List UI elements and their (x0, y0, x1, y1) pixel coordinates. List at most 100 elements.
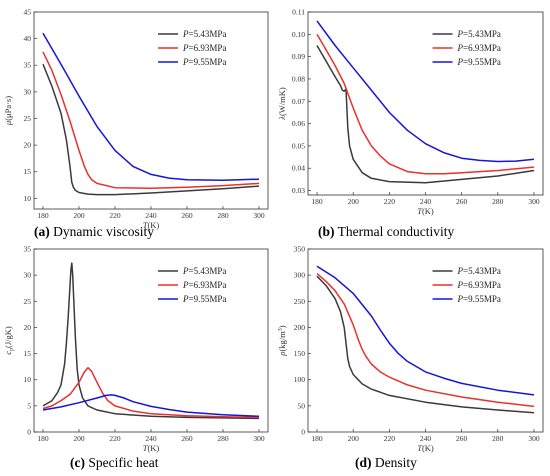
x-tick-label: 240 (420, 197, 432, 206)
caption-text: Dynamic viscosity (50, 224, 154, 239)
plot-frame (307, 11, 544, 196)
legend-entry-2: P=6.93MPa (457, 43, 501, 53)
legend-entry-2: P=6.93MPa (182, 280, 226, 290)
x-tick-label: 220 (384, 434, 396, 443)
y-tick-label: 0.03 (292, 186, 305, 195)
y-tick-label: 15 (24, 349, 32, 358)
x-tick-label: 180 (37, 211, 49, 220)
caption-text: Specific heat (85, 455, 159, 470)
chart-panel-2: 180 200 220 240 260 280 300 0.03 0.04 0.05 0.06 0.0… (277, 8, 544, 239)
x-tick-label: 200 (73, 211, 85, 220)
x-axis-label: T(K) (143, 220, 160, 230)
y-tick-label: 5 (27, 401, 31, 410)
x-tick-label: 280 (492, 197, 504, 206)
y-tick-label: 100 (294, 375, 306, 384)
y-axis-label: μ(μPa·s) (3, 96, 13, 126)
x-tick-label: 260 (456, 197, 468, 206)
y-tick-label: 20 (24, 323, 32, 332)
series-line-2 (316, 33, 535, 175)
y-tick-label: 35 (24, 245, 32, 254)
y-tick-label: 35 (24, 61, 32, 70)
series-line-3 (42, 32, 260, 181)
panel-caption: (c) Specific heat (70, 455, 159, 470)
y-tick-label: 0.07 (292, 97, 305, 106)
x-tick-label: 280 (217, 434, 229, 443)
series-line-1 (42, 63, 260, 196)
x-tick-label: 180 (311, 197, 323, 206)
plot-frame (307, 248, 544, 433)
y-tick-label: 0.10 (292, 30, 305, 39)
chart-panel-3: 180 200 220 240 260 280 300 0 5 10 15 20 25 30 35 T(K) c… (3, 245, 269, 470)
x-axis-label: T(K) (417, 443, 434, 453)
legend-entry-3: P=9.55MPa (182, 57, 226, 67)
y-tick-label: 0.05 (292, 141, 305, 150)
series-line-3 (316, 20, 535, 163)
legend-entry-3: P=9.55MPa (457, 57, 501, 67)
series-line-1 (316, 275, 535, 414)
panel-caption: (b) Thermal conductivity (318, 224, 454, 239)
legend-entry-1: P=5.43MPa (182, 266, 226, 276)
y-tick-label: 200 (294, 323, 306, 332)
series-line-2 (316, 273, 535, 408)
y-tick-label: 250 (294, 297, 306, 306)
series-line-3 (316, 265, 535, 396)
y-tick-label: 0.09 (292, 52, 305, 61)
y-axis-label: cp(J/gK) (3, 326, 15, 355)
y-tick-label: 45 (24, 8, 32, 17)
caption-text: Thermal conductivity (335, 224, 455, 239)
x-tick-label: 220 (109, 434, 121, 443)
caption-letter: (d) (355, 455, 372, 470)
x-tick-label: 260 (181, 211, 193, 220)
legend-entry-1: P=5.43MPa (457, 29, 501, 39)
y-tick-label: 300 (294, 271, 306, 280)
y-axis-label: ρ(kg/m3) (277, 325, 287, 356)
y-axis-label: λ(W/mK) (277, 87, 287, 121)
x-tick-label: 260 (456, 434, 468, 443)
x-tick-label: 200 (348, 434, 360, 443)
legend-entry-1: P=5.43MPa (182, 29, 226, 39)
x-tick-label: 240 (145, 211, 157, 220)
y-tick-label: 30 (24, 87, 32, 96)
caption-letter: (b) (318, 224, 335, 239)
legend-entry-3: P=9.55MPa (182, 294, 226, 304)
x-tick-label: 300 (528, 197, 540, 206)
x-tick-label: 180 (37, 434, 49, 443)
x-tick-label: 220 (109, 211, 121, 220)
series-line-3 (42, 394, 260, 418)
legend-entry-1: P=5.43MPa (457, 266, 501, 276)
y-tick-label: 25 (24, 297, 32, 306)
y-tick-label: 0.04 (292, 164, 305, 173)
y-tick-label: 25 (24, 114, 32, 123)
panel-caption: (a) Dynamic viscosity (34, 224, 154, 239)
legend-entry-2: P=6.93MPa (457, 280, 501, 290)
caption-letter: (a) (34, 224, 50, 239)
y-tick-label: 0.08 (292, 74, 305, 83)
panel-caption: (d) Density (355, 455, 417, 470)
y-tick-label: 350 (294, 245, 306, 254)
y-tick-label: 50 (298, 401, 306, 410)
y-tick-label: 0.11 (292, 8, 305, 17)
series-line-1 (42, 262, 260, 420)
y-tick-label: 20 (24, 141, 32, 150)
x-tick-label: 300 (253, 434, 265, 443)
x-axis-label: T(K) (143, 443, 160, 453)
y-tick-label: 10 (24, 375, 32, 384)
series-line-1 (316, 45, 535, 184)
x-tick-label: 280 (492, 434, 504, 443)
series-line-2 (42, 366, 260, 419)
caption-letter: (c) (70, 455, 85, 470)
y-tick-label: 0 (301, 428, 305, 437)
y-tick-label: 0.06 (292, 119, 305, 128)
caption-text: Density (372, 455, 418, 470)
y-tick-label: 150 (294, 349, 306, 358)
x-tick-label: 240 (420, 434, 432, 443)
series-line-2 (42, 51, 260, 189)
x-tick-label: 260 (181, 434, 193, 443)
y-tick-label: 40 (24, 34, 32, 43)
legend-entry-2: P=6.93MPa (182, 43, 226, 53)
y-tick-label: 10 (24, 194, 32, 203)
x-tick-label: 300 (528, 434, 540, 443)
y-tick-label: 0 (27, 428, 31, 437)
x-tick-label: 300 (253, 211, 265, 220)
